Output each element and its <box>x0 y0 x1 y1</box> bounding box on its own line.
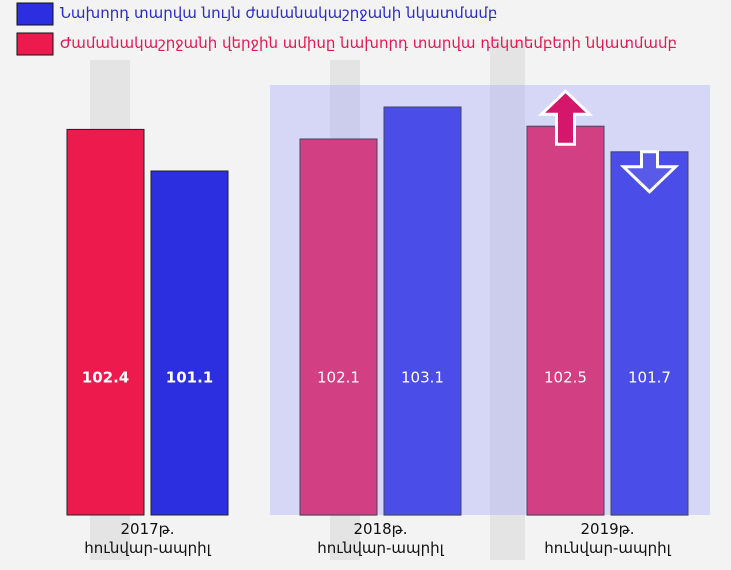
down-arrow <box>619 150 680 194</box>
legend-label: Ժամանակաշրջանի վերջին ամիսը նախորդ տարվա… <box>60 34 678 52</box>
up-arrow <box>537 89 594 146</box>
x-tick-label: 2019թ. հունվար-ապրիլ <box>544 520 671 557</box>
bar <box>150 170 229 516</box>
texture <box>490 40 525 560</box>
bar <box>383 106 462 516</box>
legend-label: Նախորդ տարվա նույն ժամանակաշրջանի նկատմա… <box>60 4 498 22</box>
legend-swatch <box>16 32 54 56</box>
bar <box>299 138 378 516</box>
value-label: 102.5 <box>544 369 587 387</box>
value-label: 102.4 <box>82 369 129 387</box>
x-tick-label: 2018թ. հունվար-ապրիլ <box>317 520 444 557</box>
highlight-box <box>270 85 710 515</box>
value-label: 101.7 <box>628 369 671 387</box>
value-label: 102.1 <box>317 369 360 387</box>
bar <box>66 128 145 516</box>
value-label: 101.1 <box>166 369 213 387</box>
value-label: 103.1 <box>401 369 444 387</box>
x-tick-label: 2017թ. հունվար-ապրիլ <box>84 520 211 557</box>
legend-swatch <box>16 2 54 26</box>
